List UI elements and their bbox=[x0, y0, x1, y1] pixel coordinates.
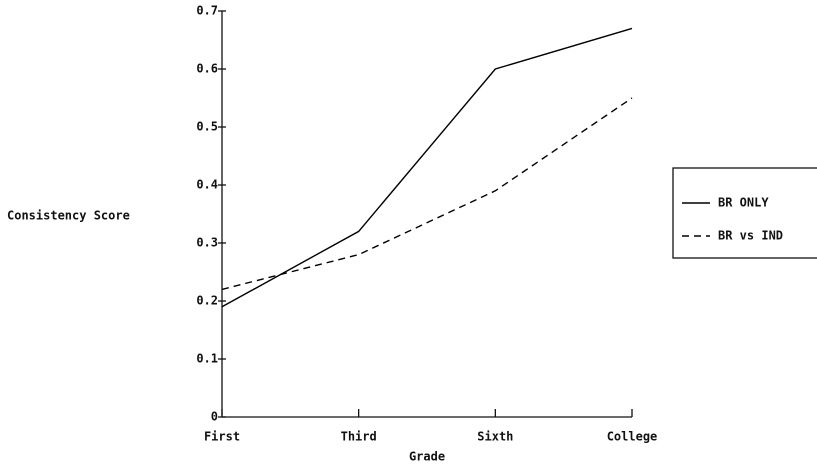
data-line bbox=[221, 27, 633, 308]
data-line bbox=[221, 97, 633, 291]
legend-box bbox=[672, 167, 817, 259]
y-tick-label: 0 bbox=[211, 410, 218, 424]
x-tick-label: Third bbox=[341, 430, 377, 444]
legend-label: BR ONLY bbox=[718, 196, 769, 210]
y-tick-label: 0.1 bbox=[196, 352, 218, 366]
x-axis-label: Grade bbox=[409, 450, 445, 464]
y-tick-label: 0.4 bbox=[196, 178, 218, 192]
x-tick-label: Sixth bbox=[477, 430, 513, 444]
y-tick-label: 0.3 bbox=[196, 236, 218, 250]
y-tick-label: 0.2 bbox=[196, 294, 218, 308]
x-tick-label: First bbox=[204, 430, 240, 444]
y-axis-label: Consistency Score bbox=[7, 209, 130, 223]
legend-label: BR vs IND bbox=[718, 229, 783, 243]
y-tick-label: 0.6 bbox=[196, 62, 218, 76]
y-tick-label: 0.7 bbox=[196, 4, 218, 18]
x-tick-label: College bbox=[607, 430, 658, 444]
y-tick-label: 0.5 bbox=[196, 120, 218, 134]
